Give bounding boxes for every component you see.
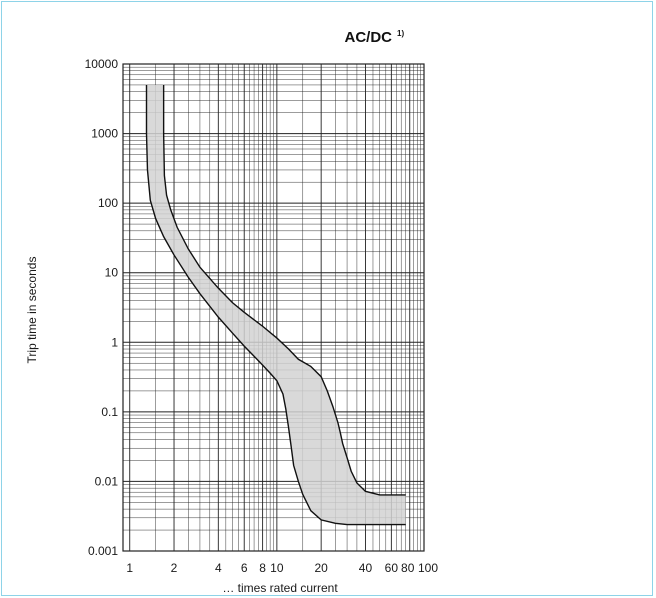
plot-border — [122, 63, 425, 552]
x-tick-label: 4 — [215, 561, 222, 575]
x-tick-label: 80 — [401, 561, 415, 575]
y-tick-label: 100 — [98, 196, 118, 210]
x-tick-label: 2 — [171, 561, 178, 575]
y-tick-label: 10 — [105, 266, 119, 280]
chart-title: AC/DC — [345, 29, 393, 46]
tick-labels: 1 2 4 6 8 10 20 40 60 80 1000.0010.010.11101001000… — [85, 57, 439, 575]
x-tick-label: 100 — [418, 561, 438, 575]
y-tick-label: 1 — [111, 335, 118, 349]
y-tick-label: 1000 — [91, 127, 118, 141]
x-tick-label: 6 — [241, 561, 248, 575]
y-tick-label: 10000 — [85, 57, 119, 71]
y-axis-label: Trip time in seconds — [25, 257, 39, 364]
series-upper-curve — [162, 84, 406, 496]
y-tick-label: 0.001 — [88, 544, 118, 558]
series-lower-curve — [145, 84, 406, 526]
x-tick-label: 60 — [385, 561, 399, 575]
y-tick-label: 0.01 — [95, 474, 119, 488]
x-tick-label: 8 — [259, 561, 266, 575]
y-tick-label: 0.1 — [101, 405, 118, 419]
x-axis-label: … times rated current — [222, 581, 338, 595]
x-tick-label: 40 — [359, 561, 373, 575]
chart-title-note: 1) — [397, 29, 404, 38]
grid — [123, 63, 425, 552]
x-tick-label: 1 — [126, 561, 133, 575]
trip-band — [146, 84, 406, 525]
x-tick-label: 20 — [314, 561, 328, 575]
x-tick-label: 10 — [270, 561, 284, 575]
